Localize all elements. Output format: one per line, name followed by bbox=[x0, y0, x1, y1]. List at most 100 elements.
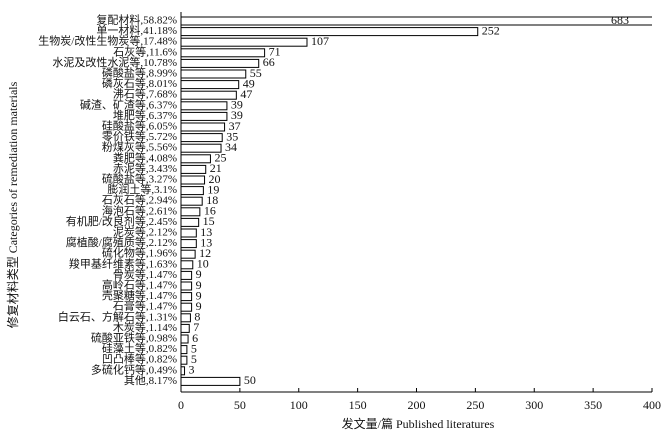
bar bbox=[181, 292, 193, 302]
value-label: 19 bbox=[207, 182, 219, 196]
y-tick-label: 多硫化钙等,0.49% bbox=[91, 362, 177, 376]
value-label: 16 bbox=[204, 204, 216, 218]
bar bbox=[181, 281, 193, 291]
bar bbox=[181, 37, 308, 47]
y-tick-label: 壳聚糖等,1.47% bbox=[102, 288, 177, 302]
x-tick-label: 350 bbox=[584, 398, 602, 412]
bar bbox=[181, 366, 186, 376]
y-tick-label: 硫化物等,1.96% bbox=[102, 246, 177, 260]
x-tick-label: 200 bbox=[408, 398, 426, 412]
bar bbox=[181, 196, 203, 206]
y-tick-label: 白云石、方解石等,1.31% bbox=[58, 309, 177, 323]
bar bbox=[181, 207, 201, 217]
y-tick-label: 堆肥等,6.37% bbox=[113, 108, 177, 122]
bars bbox=[181, 16, 652, 386]
bar bbox=[181, 133, 223, 143]
value-label: 9 bbox=[196, 267, 202, 281]
bar bbox=[181, 154, 211, 164]
value-label: 13 bbox=[200, 235, 212, 249]
bar bbox=[181, 239, 197, 249]
value-label: 34 bbox=[225, 140, 237, 154]
value-label: 66 bbox=[263, 55, 275, 69]
y-tick-label: 单一材料,41.18% bbox=[96, 23, 177, 37]
value-label: 12 bbox=[199, 246, 211, 260]
value-label: 50 bbox=[244, 373, 256, 387]
y-tick-label: 腐植酸/腐殖质等,2.12% bbox=[66, 235, 177, 249]
bar bbox=[181, 48, 266, 58]
y-tick-label: 泥炭等,2.12% bbox=[113, 225, 177, 239]
value-label: 15 bbox=[203, 214, 215, 228]
y-tick-label: 生物炭/改性生物炭等,17.48% bbox=[38, 34, 177, 48]
y-tick-label: 赤泥等,3.43% bbox=[113, 161, 177, 175]
bar bbox=[181, 260, 194, 270]
y-tick-label: 硫酸盐等,3.27% bbox=[102, 172, 177, 186]
y-tick-label: 磷酸盐等,8.99% bbox=[102, 66, 177, 80]
x-tick-label: 400 bbox=[643, 398, 661, 412]
bar bbox=[181, 355, 188, 365]
bar bbox=[181, 186, 204, 196]
bar bbox=[181, 270, 193, 280]
bar bbox=[181, 334, 189, 344]
y-tick-label: 膨润土等,3.1% bbox=[107, 182, 177, 196]
y-tick-label: 有机肥/改良剂等,2.45% bbox=[66, 214, 177, 228]
bar bbox=[181, 376, 241, 386]
x-tick-label: 150 bbox=[349, 398, 367, 412]
value-label: 252 bbox=[482, 23, 500, 37]
x-tick-label: 100 bbox=[290, 398, 308, 412]
bar bbox=[181, 228, 197, 238]
y-tick-label: 石灰石等,2.94% bbox=[102, 193, 177, 207]
bar bbox=[181, 80, 240, 90]
bar bbox=[181, 175, 206, 185]
value-label: 39 bbox=[231, 98, 243, 112]
y-tick-label: 碱渣、矿渣等,6.37% bbox=[80, 97, 177, 111]
x-tick-label: 0 bbox=[178, 398, 184, 412]
value-label: 47 bbox=[240, 87, 252, 101]
value-label: 39 bbox=[231, 108, 243, 122]
bar bbox=[181, 27, 479, 37]
y-tick-label: 高岭石等,1.47% bbox=[102, 278, 177, 292]
value-label: 9 bbox=[196, 299, 202, 313]
value-label: 5 bbox=[191, 341, 197, 355]
bar bbox=[181, 90, 237, 100]
value-label: 71 bbox=[269, 45, 281, 59]
bar bbox=[181, 16, 652, 26]
value-label: 107 bbox=[311, 34, 329, 48]
value-label: 20 bbox=[209, 172, 221, 186]
y-tick-label: 海泡石等,2.61% bbox=[102, 203, 177, 217]
value-label: 18 bbox=[206, 193, 218, 207]
bar bbox=[181, 302, 193, 312]
value-label: 7 bbox=[193, 320, 199, 334]
y-tick-label: 羧甲基纤维素等,1.63% bbox=[69, 256, 177, 270]
y-tick-label: 木炭等,1.14% bbox=[113, 320, 177, 334]
value-label: 13 bbox=[200, 225, 212, 239]
y-tick-label: 水泥及改性水泥等,10.78% bbox=[52, 55, 177, 69]
value-label: 9 bbox=[196, 288, 202, 302]
y-tick-label: 硅藻土等,0.82% bbox=[102, 341, 177, 355]
x-tick-label: 250 bbox=[466, 398, 484, 412]
value-label: 9 bbox=[196, 278, 202, 292]
value-label: 683 bbox=[611, 13, 629, 27]
y-tick-label: 磷灰石等,8.01% bbox=[102, 76, 177, 90]
y-axis-label: 修复材料类型 Categories of remediation materia… bbox=[5, 81, 20, 328]
x-tick-label: 300 bbox=[525, 398, 543, 412]
bar bbox=[181, 345, 188, 355]
value-label: 37 bbox=[229, 119, 241, 133]
value-label: 25 bbox=[214, 151, 226, 165]
value-label: 6 bbox=[192, 331, 198, 345]
y-tick-label: 复配材料,58.82% bbox=[96, 13, 177, 27]
bar bbox=[181, 122, 226, 132]
bar bbox=[181, 313, 191, 323]
value-label: 10 bbox=[197, 257, 209, 271]
y-tick-label: 凹凸棒等,0.82% bbox=[102, 352, 177, 366]
value-label: 49 bbox=[243, 76, 255, 90]
x-tick-label: 50 bbox=[234, 398, 246, 412]
y-tick-label: 骨炭等,1.47% bbox=[113, 267, 177, 281]
y-tick-label: 硫酸亚铁等,0.98% bbox=[91, 331, 177, 345]
y-tick-label: 粪肥等,4.08% bbox=[113, 150, 177, 164]
value-label: 21 bbox=[210, 161, 222, 175]
bar bbox=[181, 143, 222, 153]
y-tick-label: 沸石等,7.68% bbox=[113, 87, 177, 101]
y-tick-label: 硅酸盐等,6.05% bbox=[102, 119, 177, 133]
y-tick-label: 粉煤灰等,5.56% bbox=[102, 140, 177, 154]
